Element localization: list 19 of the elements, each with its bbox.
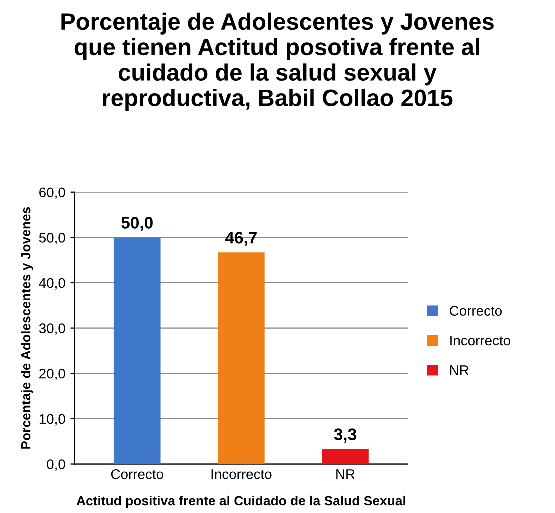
y-tick-label: 0,0 (47, 460, 66, 472)
y-tick-label: 20,0 (40, 368, 66, 380)
x-tick-label: Incorrecto (212, 470, 272, 480)
y-tick-label: 50,0 (39, 233, 66, 244)
data-label: 3,3 (334, 428, 356, 443)
legend-label: Correcto (450, 306, 502, 316)
data-label: 46,7 (225, 232, 257, 246)
data-label: 50,0 (122, 217, 153, 232)
x-tick-label: Correcto (111, 469, 164, 480)
y-tick-label: 60,0 (40, 188, 66, 200)
y-tick-label: 10,0 (40, 414, 66, 426)
y-tick-label: 30,0 (39, 324, 66, 336)
y-axis-title: Porcentaje de Adolescentes y Jovenes (21, 207, 34, 449)
x-axis-title: Actitud positiva frente al Cuidado de la Salud Sexual (76, 496, 406, 508)
legend-label: NR (450, 366, 469, 376)
y-tick-label: 40,0 (39, 278, 66, 290)
legend-label: Incorrecto (450, 336, 510, 346)
x-tick-label: NR (336, 470, 355, 480)
chart-title: Porcentaje de Adolescentes y Jovenes que tienen Actitud posotiva frente al cuidado de la salud sexual y reproductiva, Babil Collao 2015 (62, 12, 494, 112)
